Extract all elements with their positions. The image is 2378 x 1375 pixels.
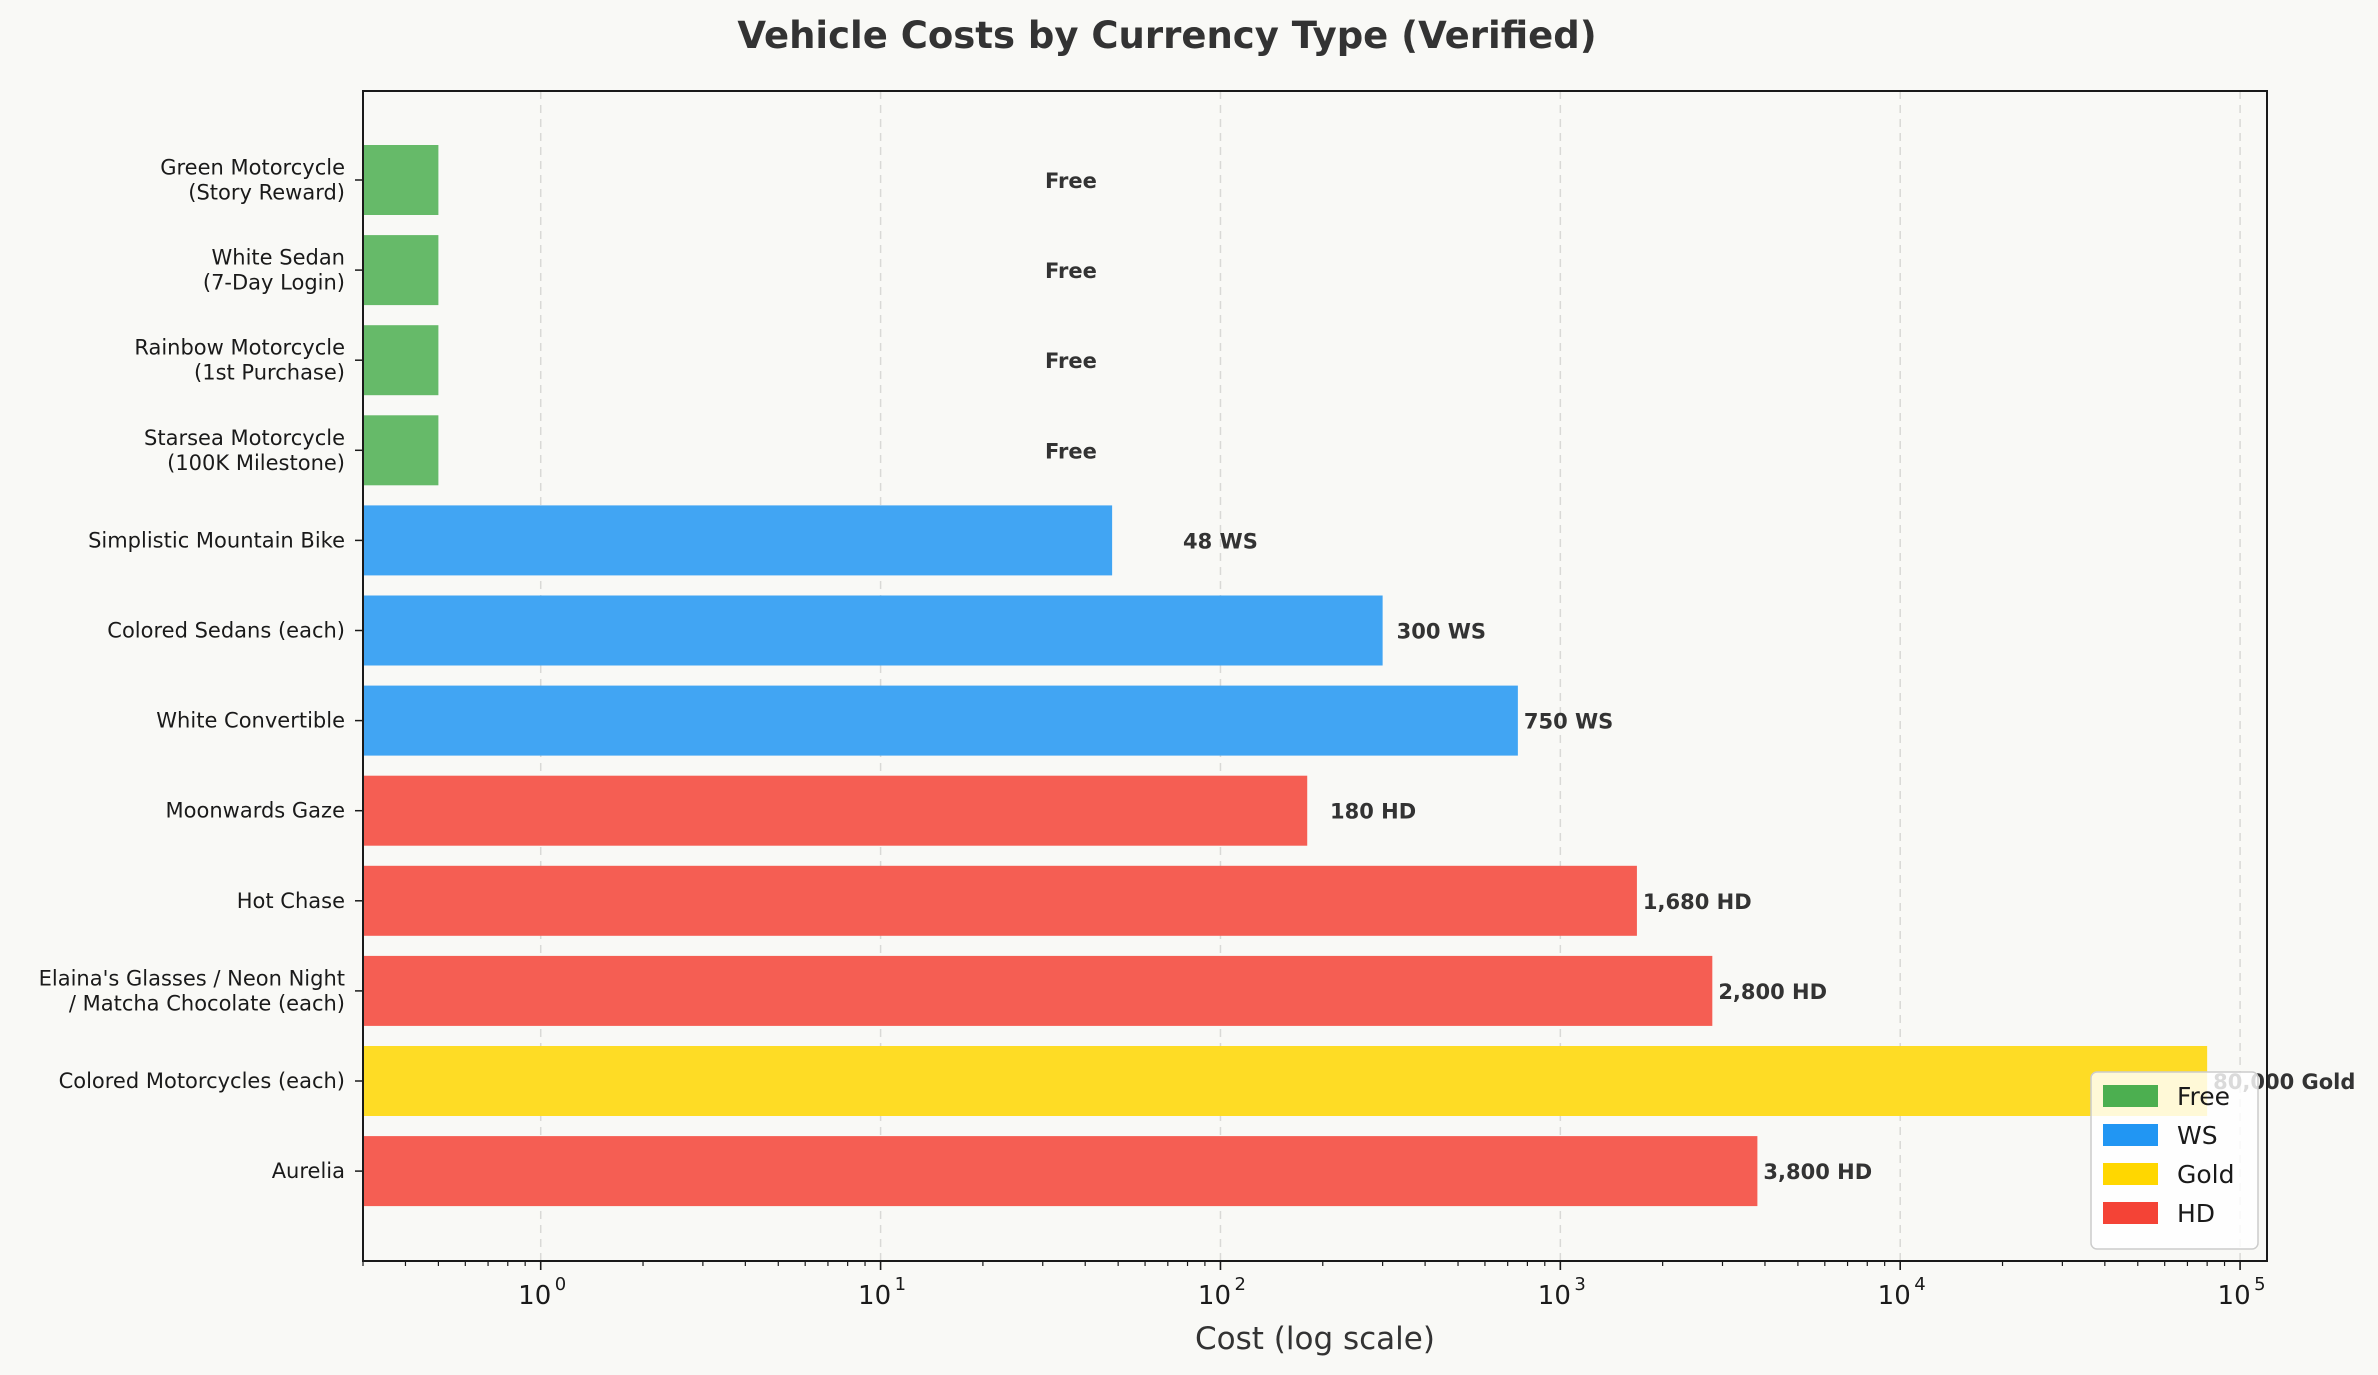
bar-5 [363, 595, 1383, 666]
y-tick-label-0-0: Green Motorcycle [160, 156, 345, 180]
legend-swatch-0 [2103, 1085, 2158, 1107]
legend: Free WS Gold HD [2090, 1071, 2259, 1250]
x-tick-label-2: 10 [1198, 1281, 1231, 1311]
chart-title: Vehicle Costs by Currency Type (Verified… [737, 14, 1596, 57]
x-tick-exponent-3: 3 [1574, 1274, 1585, 1295]
y-tick-label-9-0: Elaina's Glasses / Neon Night [39, 966, 345, 990]
x-tick-label-4: 10 [1878, 1281, 1911, 1311]
y-tick-label-3-0: Starsea Motorcycle [144, 426, 345, 450]
y-tick-label-8-0: Hot Chase [237, 889, 345, 913]
x-tick-label-5: 10 [2218, 1281, 2251, 1311]
value-label-0: Free [1045, 169, 1097, 193]
y-tick-label-1-0: White Sedan [212, 246, 346, 270]
value-label-6: 750 WS [1524, 710, 1613, 734]
y-tick-label-3-1: (100K Milestone) [167, 451, 345, 475]
bar-6 [363, 685, 1518, 756]
value-label-3: Free [1045, 439, 1097, 463]
bar-4 [363, 505, 1113, 576]
value-label-5: 300 WS [1397, 620, 1486, 644]
value-label-2: Free [1045, 349, 1097, 373]
bar-9 [363, 955, 1713, 1026]
y-axis: Green Motorcycle(Story Reward) White Seda… [39, 156, 363, 1183]
legend-label-3: HD [2177, 1199, 2215, 1228]
x-tick-exponent-1: 1 [895, 1274, 906, 1295]
legend-label-2: Gold [2177, 1160, 2234, 1189]
value-label-7: 180 HD [1330, 800, 1416, 824]
x-tick-label-0: 10 [518, 1281, 551, 1311]
legend-swatch-2 [2103, 1163, 2158, 1185]
x-tick-exponent-4: 4 [1914, 1274, 1925, 1295]
bar-10 [363, 1046, 2208, 1116]
x-tick-exponent-5: 5 [2254, 1274, 2265, 1295]
y-tick-label-10-0: Colored Motorcycles (each) [59, 1069, 345, 1093]
x-tick-label-3: 10 [1538, 1281, 1571, 1311]
bar-8 [363, 865, 1637, 936]
bar-11 [363, 1136, 1758, 1207]
y-tick-label-0-1: (Story Reward) [188, 181, 345, 205]
x-axis: 10 0 10 1 10 2 10 3 10 4 10 5 [362, 1261, 2266, 1311]
value-label-4: 48 WS [1183, 529, 1258, 553]
value-label-8: 1,680 HD [1643, 890, 1752, 914]
x-tick-exponent-0: 0 [555, 1274, 566, 1295]
bar-7 [363, 775, 1308, 846]
legend-label-1: WS [2177, 1121, 2218, 1150]
bar-3 [363, 415, 439, 486]
y-tick-label-2-0: Rainbow Motorcycle [134, 336, 345, 360]
legend-label-0: Free [2177, 1082, 2230, 1111]
value-label-9: 2,800 HD [1718, 980, 1827, 1004]
bar-2 [363, 325, 439, 396]
y-tick-label-9-1: / Matcha Chocolate (each) [69, 991, 345, 1015]
legend-swatch-1 [2103, 1124, 2158, 1146]
y-tick-label-1-1: (7-Day Login) [203, 271, 345, 295]
y-tick-label-4-0: Simplistic Mountain Bike [88, 528, 345, 552]
bar-0 [363, 145, 439, 215]
bar-1 [363, 235, 439, 306]
y-tick-label-7-0: Moonwards Gaze [166, 799, 345, 823]
y-tick-label-2-1: (1st Purchase) [194, 361, 345, 385]
y-tick-label-6-0: White Convertible [156, 709, 345, 733]
plot-frame [362, 90, 2268, 1262]
x-tick-exponent-2: 2 [1234, 1274, 1245, 1295]
value-label-11: 3,800 HD [1763, 1160, 1872, 1184]
y-tick-label-5-0: Colored Sedans (each) [107, 619, 345, 643]
x-axis-label: Cost (log scale) [1195, 1321, 1435, 1357]
legend-swatch-3 [2103, 1202, 2158, 1224]
value-label-1: Free [1045, 259, 1097, 283]
x-tick-label-1: 10 [858, 1281, 891, 1311]
bars [363, 145, 2208, 1207]
y-tick-label-11-0: Aurelia [272, 1159, 345, 1183]
